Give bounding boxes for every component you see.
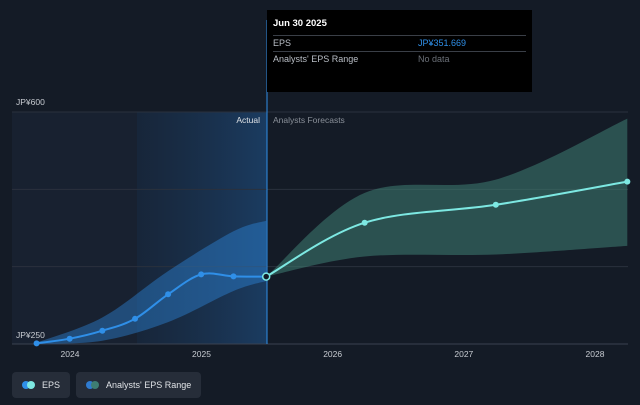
legend-item-eps[interactable]: EPS — [12, 372, 71, 398]
eps-actual-point[interactable] — [132, 315, 139, 322]
tooltip-value-eps: JP¥351.669 — [418, 38, 467, 48]
x-tick-label: 2024 — [61, 349, 80, 359]
tooltip-date: Jun 30 2025 — [273, 18, 327, 29]
eps-actual-point[interactable] — [33, 340, 40, 347]
eps-points[interactable] — [33, 178, 631, 347]
eps-forecast-point[interactable] — [361, 219, 368, 226]
eps-actual-point[interactable] — [99, 327, 106, 334]
actual-label: Actual — [236, 115, 260, 125]
eps-forecast-point[interactable] — [624, 178, 631, 185]
eps-legend-icon — [22, 381, 36, 389]
tooltip-label-range: Analysts' EPS Range — [273, 54, 359, 64]
eps-forecast-line — [265, 180, 628, 278]
eps-actual-point[interactable] — [230, 273, 237, 280]
x-tick-label: 2025 — [192, 349, 211, 359]
legend-dot-eps-2 — [27, 381, 35, 389]
tooltip-row-eps: EPS JP¥351.669 — [273, 35, 526, 51]
x-tick-label: 2026 — [323, 349, 342, 359]
chart-legend: EPS Analysts' EPS Range — [12, 372, 202, 398]
eps-tooltip: Jun 30 2025 EPS JP¥351.669 Analysts' EPS… — [267, 10, 532, 92]
actual-eps-range-band — [36, 220, 267, 344]
legend-dot-eps-1 — [22, 381, 30, 389]
x-tick-label: 2027 — [454, 349, 473, 359]
tooltip-value-range: No data — [418, 54, 450, 64]
eps-actual-point[interactable] — [198, 271, 205, 278]
forecast-eps-range-band — [266, 118, 628, 277]
y-tick-label-600: JP¥600 — [16, 97, 45, 107]
forecast-label: Analysts Forecasts — [273, 115, 345, 125]
legend-item-range[interactable]: Analysts' EPS Range — [76, 372, 202, 398]
legend-label-range: Analysts' EPS Range — [106, 380, 192, 390]
eps-actual-point[interactable] — [261, 272, 271, 281]
legend-dot-range-1 — [86, 381, 95, 389]
x-axis-ticks: 2024 2025 2026 2027 2028 — [61, 349, 605, 359]
range-legend-icon — [86, 381, 100, 389]
past-shade — [12, 112, 137, 344]
y-tick-label-250: JP¥250 — [16, 330, 45, 340]
eps-actual-point[interactable] — [165, 291, 172, 298]
legend-dot-range-2 — [91, 381, 100, 389]
legend-label-eps: EPS — [42, 380, 61, 390]
tooltip-label-eps: EPS — [273, 38, 292, 48]
eps-actual-point[interactable] — [66, 335, 73, 342]
tooltip-row-range: Analysts' EPS Range No data — [273, 51, 526, 67]
actual-period-shade — [137, 112, 267, 344]
eps-forecast-point[interactable] — [492, 201, 499, 208]
eps-range-bands — [36, 118, 628, 344]
x-tick-label: 2028 — [586, 349, 605, 359]
